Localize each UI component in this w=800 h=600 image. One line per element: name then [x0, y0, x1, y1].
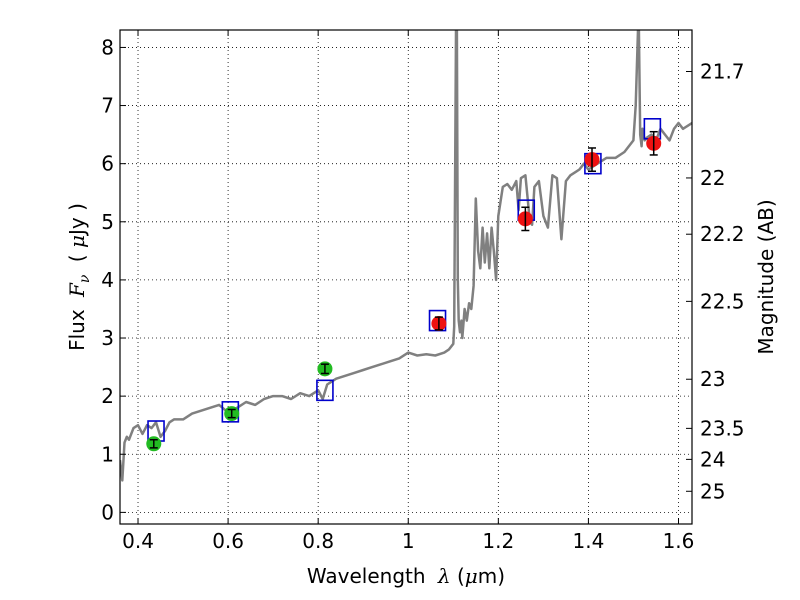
model-photometry-marker	[316, 379, 334, 402]
axes-frame	[119, 29, 693, 525]
y-tick-label: 4	[101, 268, 114, 292]
x-tick-label: 1	[402, 529, 415, 553]
magnitude-tick-label: 25	[700, 479, 725, 503]
x-tick-label: 0.4	[122, 529, 154, 553]
magnitude-tick-label: 22.2	[700, 222, 745, 246]
magnitude-tick-label: 23.5	[700, 416, 745, 440]
x-tick-label: 0.8	[302, 529, 334, 553]
magnitude-tick-label: 24	[700, 447, 725, 471]
x-tick-label: 1.4	[573, 529, 605, 553]
y-tick-label: 2	[101, 384, 114, 408]
magnitude-tick-label: 21.7	[700, 60, 745, 84]
ticks: 0.4 0.6 0.8 1 1.2 1.4 1.601234567821.72222.222…	[101, 30, 745, 553]
magnitude-tick-label: 22.5	[700, 289, 745, 313]
y-tick-label: 3	[101, 326, 114, 350]
y-tick-label: 6	[101, 152, 114, 176]
y-tick-label: 5	[101, 210, 114, 234]
plot-area	[120, 30, 692, 482]
magnitude-tick-label: 22	[700, 166, 725, 190]
y-tick-label: 0	[101, 500, 114, 524]
grid	[120, 30, 692, 524]
magnitude-axis-title: Magnitude (AB)	[754, 199, 778, 354]
magnitude-tick-label: 23	[700, 367, 725, 391]
y-tick-label: 8	[101, 35, 114, 59]
x-axis-title: Wavelength λ (μm)	[307, 564, 505, 588]
y-tick-label: 7	[101, 94, 114, 118]
template-spectrum-line	[120, 30, 692, 482]
x-tick-label: 1.6	[663, 529, 695, 553]
y-tick-label: 1	[101, 442, 114, 466]
series-layer	[120, 30, 692, 482]
x-tick-label: 1.2	[482, 529, 514, 553]
plot-frame	[119, 29, 693, 525]
y-axis-title: Flux Fν ( μJy )	[65, 203, 94, 351]
x-tick-label: 0.6	[212, 529, 244, 553]
